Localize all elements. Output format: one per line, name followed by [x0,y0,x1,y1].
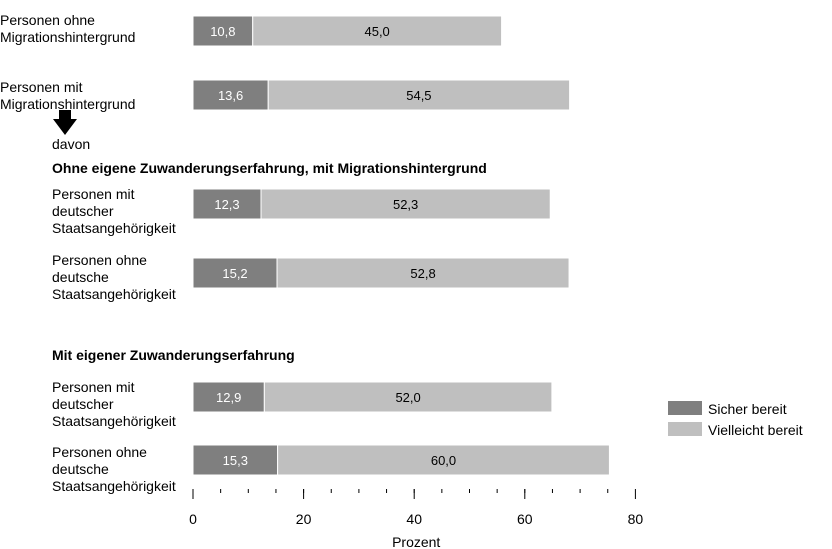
value-label-2-row-2: 54,5 [406,88,431,103]
bar-segment-2-row-4 [276,257,570,289]
x-tick-label: 80 [628,511,644,527]
bar-segment-1-row-2 [192,79,269,111]
bar-segment-1-row-4 [192,257,278,289]
bar-segment-2-row-2 [267,79,571,111]
category-label-6: Personen ohne deutsche Staatsangehörigke… [52,444,176,494]
legend-label-2: Vielleicht bereit [708,422,803,438]
value-label-1-row-3: 12,3 [214,197,239,212]
value-label-1-row-2: 13,6 [218,88,243,103]
value-label-2-row-1: 45,0 [364,24,389,39]
group-header-mit-zuwanderung: Mit eigener Zuwanderungserfahrung [52,347,295,363]
category-label-2: Personen mit Migrationshintergrund [0,79,136,112]
category-label-4: Personen ohne deutsche Staatsangehörigke… [52,252,176,302]
category-label-1: Personen ohne Migrationshintergrund [0,12,136,45]
bar-segment-2-row-3 [260,188,551,220]
value-label-1-row-1: 10,8 [210,24,235,39]
value-label-1-row-5: 12,9 [216,390,241,405]
davon-label: davon [52,136,91,152]
legend-label-1: Sicher bereit [708,401,787,417]
value-label-2-row-3: 52,3 [393,197,418,212]
bar-segment-2-row-1 [252,15,503,47]
bar-segment-1-row-1 [192,15,254,47]
x-tick-label: 60 [517,511,533,527]
group-header-ohne-zuwanderung: Ohne eigene Zuwanderungserfahrung, mit M… [52,160,487,176]
value-label-1-row-4: 15,2 [222,266,247,281]
bar-segment-1-row-5 [192,381,265,413]
category-label-5: Personen mit deutscher Staatsangehörigke… [52,379,176,429]
x-tick-label: 40 [406,511,422,527]
bar-segment-2-row-6 [277,444,610,476]
arrow-down-icon [53,110,77,135]
bar-segment-1-row-3 [192,188,262,220]
value-label-2-row-4: 52,8 [410,266,435,281]
bar-segment-2-row-5 [263,381,553,413]
value-label-2-row-6: 60,0 [431,453,456,468]
bar-segment-1-row-6 [192,444,279,476]
x-axis-label: Prozent [392,534,440,549]
value-label-2-row-5: 52,0 [395,390,420,405]
x-tick-label: 0 [189,511,197,527]
category-label-3: Personen mit deutscher Staatsangehörigke… [52,186,176,236]
value-label-1-row-6: 15,3 [223,453,248,468]
legend-swatch-2 [668,422,702,436]
x-tick-label: 20 [296,511,312,527]
legend-swatch-1 [668,401,702,415]
